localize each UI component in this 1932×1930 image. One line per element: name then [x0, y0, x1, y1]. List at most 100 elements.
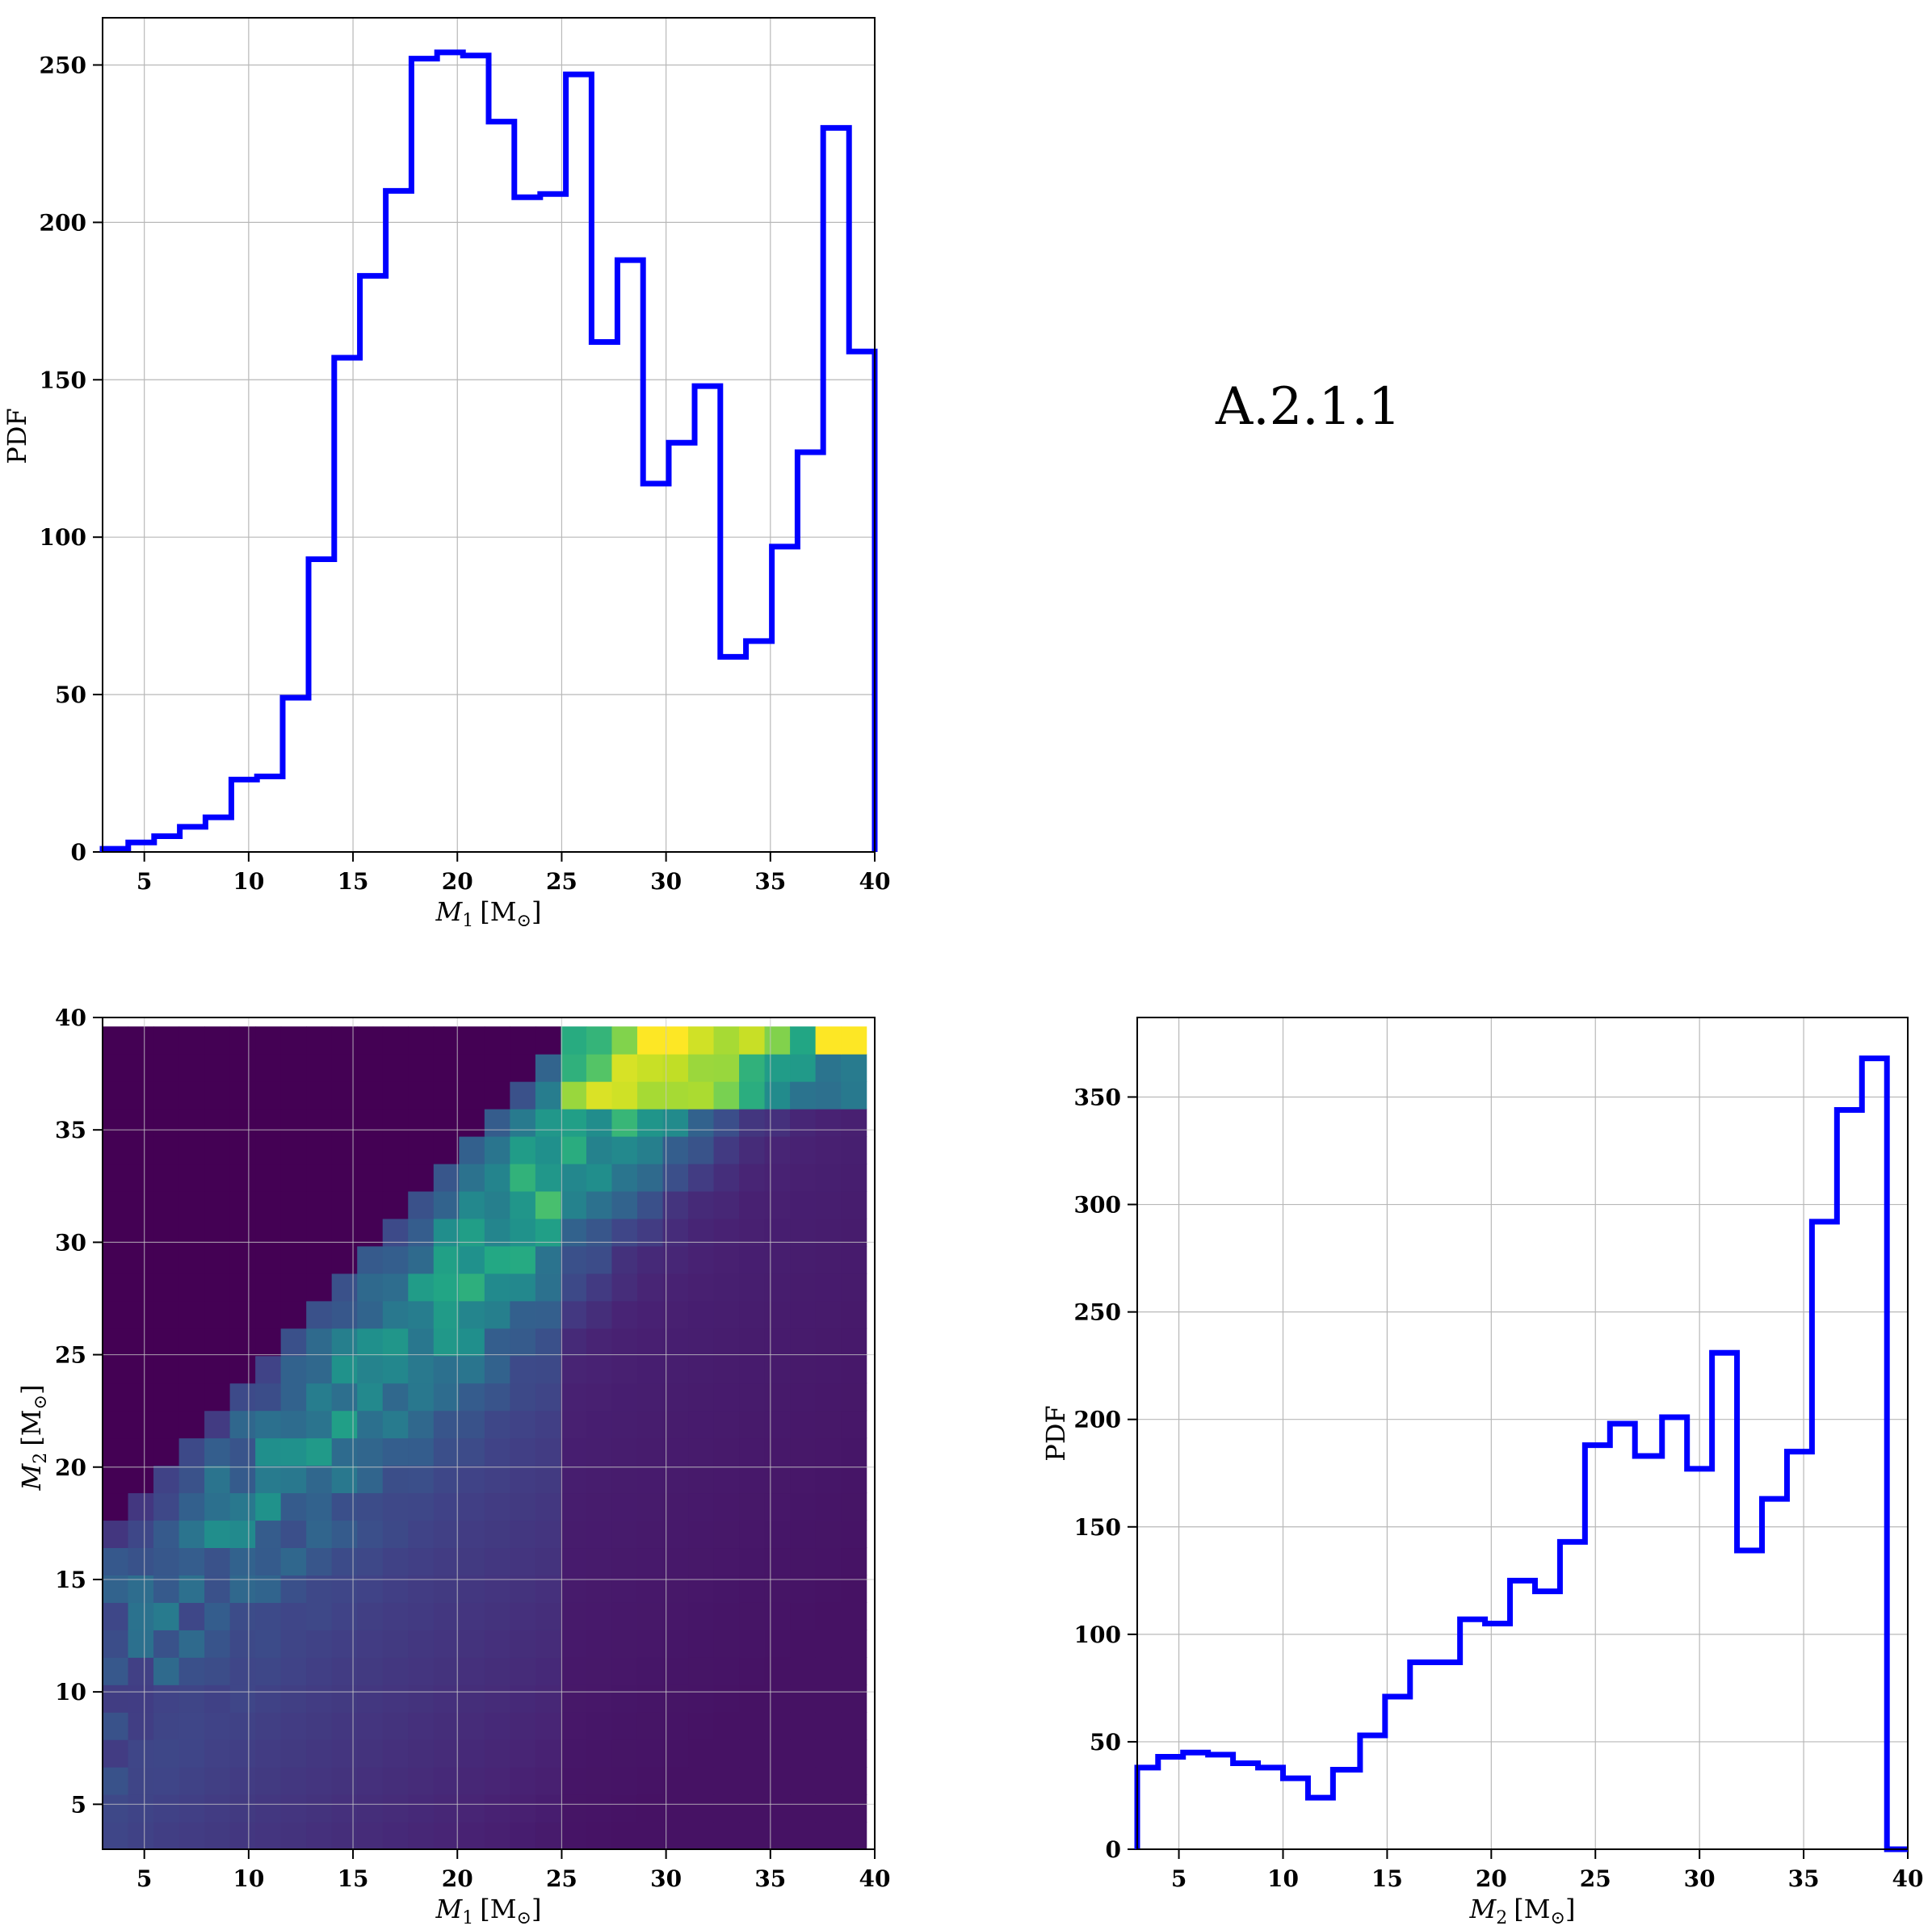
heatmap-cell — [739, 1520, 766, 1549]
heatmap-cell — [331, 1300, 358, 1329]
heatmap-cell — [459, 1712, 485, 1740]
heatmap-cell — [484, 1520, 510, 1549]
heatmap-cell — [382, 1602, 409, 1630]
histogram-bin — [617, 260, 643, 852]
heatmap-cells — [103, 1026, 867, 1850]
heatmap-cell — [841, 1135, 867, 1164]
heatmap-cell — [510, 1657, 536, 1685]
heatmap-cell — [255, 1410, 282, 1439]
heatmap-cell — [459, 1382, 485, 1412]
heatmap-cell — [611, 1547, 638, 1575]
heatmap-cell — [688, 1547, 715, 1575]
heatmap-cell — [586, 1273, 613, 1302]
heatmap-cell — [128, 1135, 154, 1164]
heatmap-cell — [204, 1382, 231, 1412]
heatmap-cell — [229, 1739, 256, 1768]
heatmap-cell — [636, 1712, 664, 1740]
heatmap-cell — [662, 1190, 689, 1219]
heatmap-cell — [790, 1712, 817, 1740]
heatmap-cell — [790, 1355, 817, 1384]
heatmap-cell — [764, 1767, 791, 1795]
heatmap-cell — [229, 1465, 256, 1494]
heatmap-cell — [688, 1739, 715, 1768]
heatmap-cell — [280, 1602, 307, 1630]
y-tick-label: 50 — [55, 682, 86, 708]
heatmap-cell — [103, 1685, 129, 1713]
heatmap-cell — [510, 1794, 536, 1823]
heatmap-cell — [841, 1657, 867, 1685]
heatmap-cell — [611, 1657, 638, 1685]
heatmap-cell — [713, 1602, 740, 1630]
heatmap-cell — [331, 1630, 358, 1658]
heatmap-cell — [229, 1328, 256, 1357]
heatmap-cell — [535, 1685, 561, 1713]
heatmap-cell — [764, 1602, 791, 1630]
heatmap-cell — [713, 1273, 740, 1302]
heatmap-cell — [713, 1054, 740, 1082]
heatmap-cell — [510, 1465, 536, 1494]
heatmap-cell — [688, 1657, 715, 1685]
histogram-bin — [720, 657, 746, 852]
heatmap-cell — [510, 1492, 536, 1521]
heatmap-cell — [103, 1410, 129, 1439]
heatmap-cell — [153, 1657, 180, 1685]
heatmap-cell — [510, 1273, 536, 1302]
heatmap-cell — [510, 1739, 536, 1768]
heatmap-cell — [229, 1630, 256, 1658]
histogram-bin — [514, 197, 540, 852]
heatmap-cell — [713, 1465, 740, 1494]
heatmap-cell — [433, 1081, 460, 1110]
heatmap-cell — [510, 1547, 536, 1575]
heatmap-cell — [636, 1520, 664, 1549]
heatmap-cell — [103, 1135, 129, 1164]
heatmap-cell — [280, 1767, 307, 1795]
heatmap-cell — [662, 1163, 689, 1192]
heatmap-cell — [408, 1081, 435, 1110]
heatmap-cell — [204, 1547, 231, 1575]
heatmap-cell — [841, 1026, 867, 1055]
heatmap-cell — [408, 1657, 435, 1685]
heatmap-cell — [331, 1822, 358, 1850]
heatmap-cell — [204, 1163, 231, 1192]
heatmap-cell — [306, 1739, 333, 1768]
heatmap-cell — [382, 1547, 409, 1575]
x-tick-label: 30 — [650, 1865, 682, 1892]
heatmap-cell — [280, 1135, 307, 1164]
histogram-bin — [695, 386, 720, 852]
heatmap-cell — [459, 1767, 485, 1795]
heatmap-cell — [229, 1492, 256, 1521]
histogram-bin — [386, 191, 412, 852]
histogram-bin — [334, 358, 360, 852]
x-tick-label: 40 — [859, 868, 891, 895]
heatmap-cell — [815, 1547, 842, 1575]
heatmap-cell — [255, 1273, 282, 1302]
heatmap-cell — [229, 1410, 256, 1439]
heatmap-cell — [280, 1081, 307, 1110]
heatmap-cell — [790, 1382, 817, 1412]
heatmap-cell — [841, 1273, 867, 1302]
heatmap-cell — [586, 1437, 613, 1466]
heatmap-cell — [561, 1712, 587, 1740]
y-tick-label: 0 — [1106, 1836, 1121, 1863]
x-axis-label-unit-close: ] — [1565, 1894, 1575, 1924]
heatmap-cell — [178, 1739, 205, 1768]
heatmap-cell — [178, 1355, 205, 1384]
heatmap-cell — [815, 1328, 842, 1357]
heatmap-cell — [561, 1135, 587, 1164]
heatmap-cell — [153, 1273, 180, 1302]
y-tick-label: 150 — [1074, 1514, 1121, 1541]
heatmap-cell — [535, 1300, 561, 1329]
heatmap-cell — [790, 1410, 817, 1439]
heatmap-cell — [561, 1437, 587, 1466]
heatmap-cell — [229, 1685, 256, 1713]
heatmap-cell — [561, 1300, 587, 1329]
heatmap-cell — [128, 1465, 154, 1494]
heatmap-cell — [815, 1245, 842, 1274]
heatmap-cell — [561, 1794, 587, 1823]
histogram-bin — [1233, 1764, 1258, 1849]
heatmap-cell — [433, 1602, 460, 1630]
heatmap-cell — [408, 1382, 435, 1412]
heatmap-cell — [586, 1135, 613, 1164]
heatmap-cell — [790, 1437, 817, 1466]
histogram-bin — [463, 56, 489, 852]
